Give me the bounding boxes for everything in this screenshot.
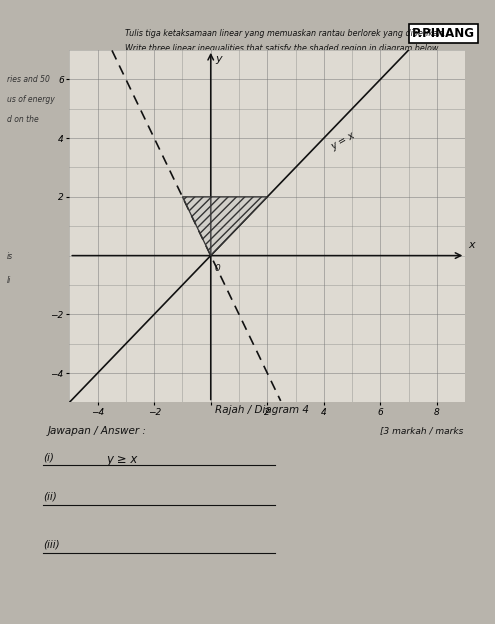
Text: Write three linear inequalities that satisfy the shaded region in diagram below.: Write three linear inequalities that sat… <box>125 44 441 53</box>
Text: (i): (i) <box>43 453 54 463</box>
Text: ries and 50: ries and 50 <box>6 76 50 84</box>
Text: (iii): (iii) <box>43 540 59 550</box>
Text: Tulis tiga ketaksamaan linear yang memuaskan rantau berlorek yang diberikan.: Tulis tiga ketaksamaan linear yang memua… <box>125 29 446 38</box>
Text: x: x <box>468 240 475 250</box>
Polygon shape <box>183 197 267 256</box>
Text: y: y <box>215 54 222 64</box>
Text: Jawapan / Answer :: Jawapan / Answer : <box>48 426 147 436</box>
Text: is: is <box>6 252 13 261</box>
Text: 0: 0 <box>215 265 221 273</box>
Text: d on the: d on the <box>6 115 38 124</box>
Text: li: li <box>6 276 11 285</box>
Text: us of energy: us of energy <box>6 95 54 104</box>
Text: y ≥ x: y ≥ x <box>107 453 138 466</box>
Text: Rajah / Diagram 4: Rajah / Diagram 4 <box>214 405 308 415</box>
Text: [3 markah / marks: [3 markah / marks <box>380 426 463 435</box>
Text: (ii): (ii) <box>43 492 57 502</box>
Text: y = x: y = x <box>330 130 357 152</box>
Text: P.PINANG: P.PINANG <box>412 27 475 40</box>
